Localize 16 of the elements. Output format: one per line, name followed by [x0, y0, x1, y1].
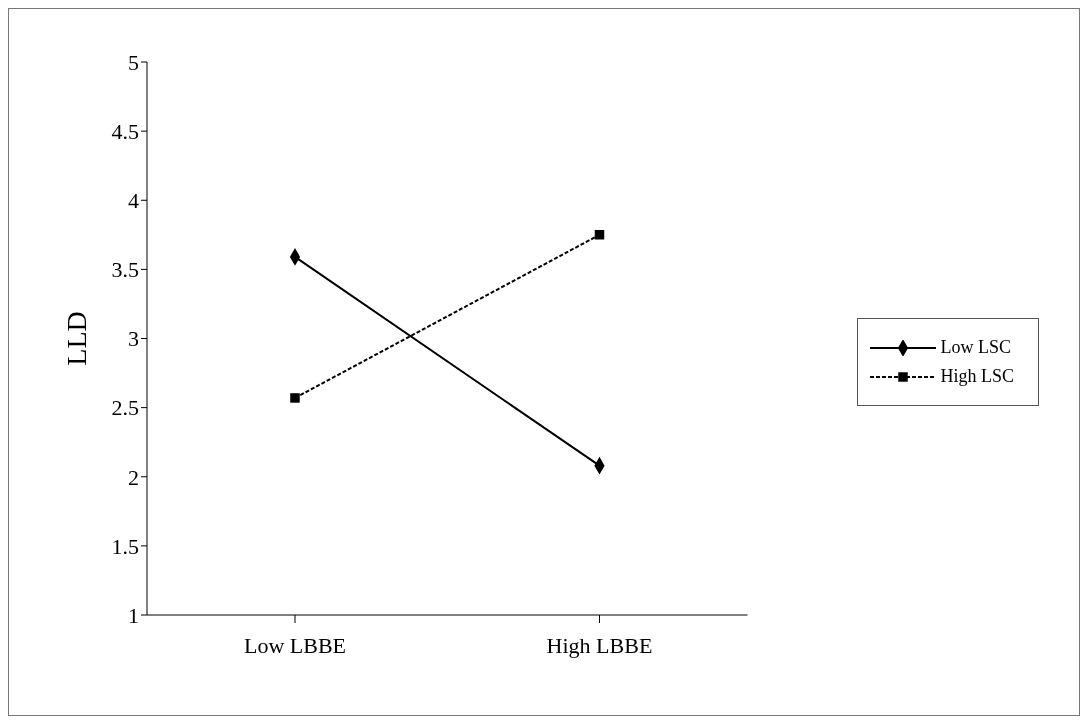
legend-label: High LSC — [940, 366, 1014, 387]
y-tick-label: 4 — [128, 188, 139, 214]
y-tick-label: 3.5 — [111, 257, 139, 283]
y-tick-label: 2 — [128, 464, 139, 490]
y-tick-label: 4.5 — [111, 118, 139, 144]
x-tick-label: Low LBBE — [243, 632, 347, 658]
x-tick-label: High LBBE — [546, 632, 653, 658]
y-tick-label: 2.5 — [111, 395, 139, 421]
legend-label: Low LSC — [940, 337, 1011, 358]
point — [290, 393, 300, 403]
point — [594, 230, 605, 240]
y-tick-label: 1.5 — [111, 533, 139, 559]
y-tick-label: 5 — [128, 49, 139, 75]
y-tick-label: 3 — [128, 326, 139, 352]
y-tick-label: 1 — [128, 602, 139, 628]
y-axis-title: LLD — [60, 311, 92, 366]
